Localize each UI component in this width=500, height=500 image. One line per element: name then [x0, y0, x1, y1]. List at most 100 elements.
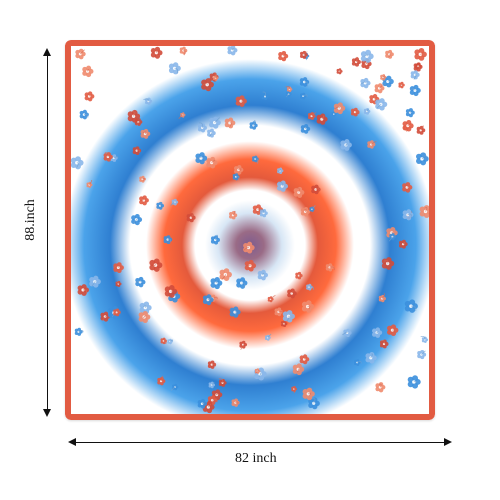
flower-icon — [309, 205, 316, 213]
flower-icon — [300, 207, 311, 217]
flower-icon — [403, 125, 409, 132]
flower-icon — [299, 92, 308, 100]
flower-icon — [127, 109, 141, 123]
flower-icon — [135, 276, 146, 288]
flower-icon — [131, 214, 143, 226]
flower-icon — [252, 204, 264, 215]
arrow-right-icon — [444, 438, 452, 446]
flower-icon — [385, 49, 394, 59]
flower-icon — [293, 186, 305, 198]
flower-icon — [410, 70, 420, 80]
flower-icon — [388, 233, 397, 242]
flower-icon — [360, 77, 371, 89]
flower-icon — [257, 269, 268, 281]
flower-icon — [209, 72, 219, 82]
flower-icon — [405, 108, 415, 118]
floral-pattern — [70, 45, 433, 414]
flower-icon — [86, 179, 93, 188]
flower-icon — [252, 155, 259, 164]
flower-icon — [139, 301, 152, 314]
flower-motif-group — [70, 45, 433, 414]
flower-icon — [140, 128, 151, 139]
mandala-tapestry — [65, 40, 435, 420]
flower-icon — [367, 140, 377, 149]
flower-icon — [278, 50, 289, 62]
flower-icon — [402, 120, 414, 132]
flower-icon — [186, 213, 196, 223]
flower-icon — [139, 195, 149, 206]
flower-icon — [287, 288, 297, 299]
flower-icon — [167, 338, 174, 345]
flower-icon — [375, 98, 388, 111]
flower-icon — [163, 235, 173, 245]
flower-icon — [236, 277, 248, 289]
flower-icon — [386, 226, 398, 239]
flower-icon — [202, 401, 215, 414]
flower-icon — [413, 62, 423, 72]
flower-icon — [168, 62, 181, 75]
flower-icon — [132, 146, 142, 156]
flower-icon — [168, 290, 181, 303]
arrow-up-icon — [43, 48, 51, 56]
flower-icon — [254, 368, 261, 374]
flower-icon — [138, 310, 151, 324]
flower-icon — [404, 299, 418, 313]
flower-icon — [264, 333, 272, 341]
flower-icon — [235, 95, 247, 107]
width-label: 82 inch — [235, 451, 277, 466]
flower-icon — [164, 285, 178, 298]
flower-icon — [201, 78, 214, 92]
flower-icon — [74, 327, 84, 336]
arrow-down-icon — [43, 409, 51, 417]
flower-icon — [219, 268, 232, 281]
flower-icon — [386, 324, 399, 337]
flower-icon — [224, 117, 236, 129]
flower-icon — [103, 151, 113, 162]
flower-icon — [399, 239, 408, 249]
flower-icon — [415, 62, 422, 71]
flower-icon — [301, 300, 315, 313]
flower-icon — [416, 125, 426, 135]
flower-icon — [277, 167, 284, 175]
flower-icon — [108, 306, 121, 320]
flower-icon — [340, 139, 352, 151]
flower-icon — [149, 258, 163, 272]
flower-icon — [379, 339, 389, 349]
flower-icon — [295, 271, 303, 280]
flower-icon — [227, 45, 238, 56]
width-dimension-line — [75, 442, 447, 443]
flower-icon — [292, 363, 305, 376]
flower-icon — [79, 109, 89, 120]
flower-icon — [229, 306, 241, 318]
flower-icon — [325, 263, 335, 272]
flower-icon — [333, 102, 346, 115]
flower-icon — [342, 328, 352, 338]
flower-icon — [207, 360, 217, 369]
flower-icon — [160, 337, 167, 345]
flower-icon — [232, 173, 240, 181]
flower-icon — [381, 257, 395, 270]
flower-icon — [115, 280, 122, 288]
flower-icon — [354, 359, 362, 366]
flower-icon — [249, 120, 258, 130]
arrow-left-icon — [68, 438, 76, 446]
flower-icon — [209, 116, 221, 129]
flower-icon — [100, 311, 111, 322]
flower-icon — [139, 175, 146, 183]
height-label: 88.inch — [22, 199, 38, 241]
flower-icon — [195, 152, 208, 165]
flower-icon — [261, 91, 269, 101]
flower-icon — [197, 122, 207, 133]
flower-icon — [218, 378, 227, 387]
flower-icon — [307, 112, 317, 121]
flower-icon — [300, 124, 311, 134]
flower-icon — [234, 165, 244, 175]
flower-icon — [378, 293, 386, 303]
flower-icon — [280, 320, 288, 328]
flower-icon — [231, 398, 240, 407]
flower-icon — [210, 234, 220, 245]
height-dimension-line — [47, 52, 48, 414]
flower-icon — [369, 94, 380, 105]
flower-icon — [361, 58, 372, 70]
flower-icon — [202, 294, 214, 306]
